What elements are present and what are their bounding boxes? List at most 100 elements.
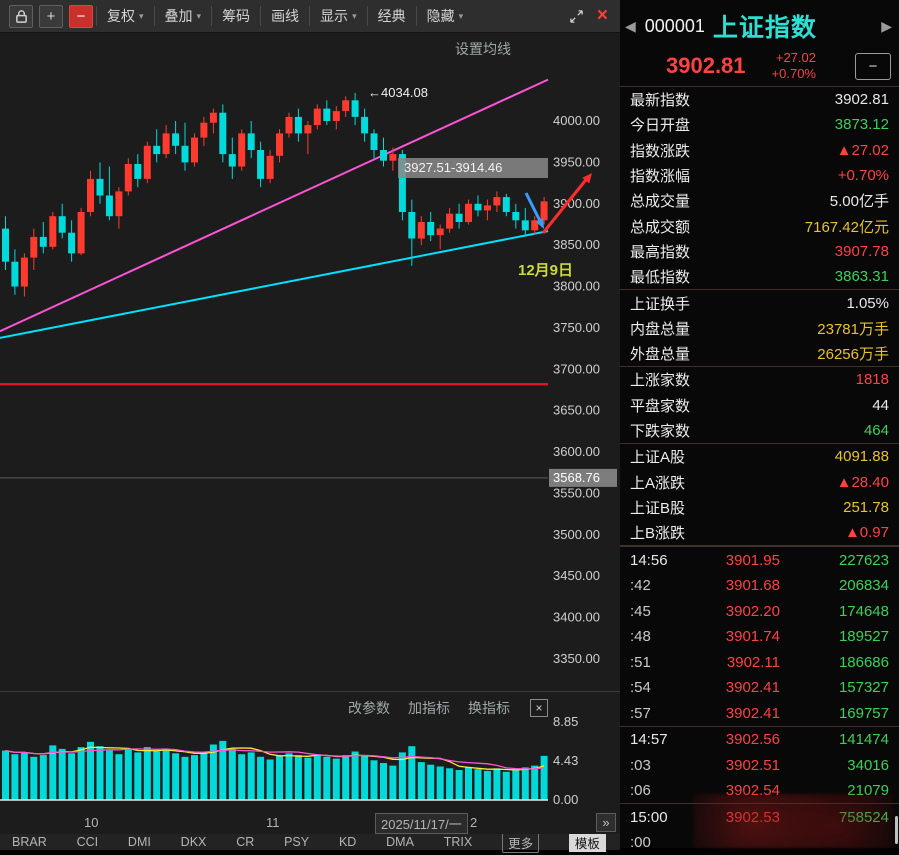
- trendline-magenta[interactable]: [0, 78, 549, 333]
- y-axis-label: 4000.00: [553, 113, 600, 128]
- quote-value: 464: [863, 422, 889, 439]
- adjust-rights-button[interactable]: 复权 ▾: [96, 6, 154, 26]
- add-indicator-button[interactable]: 加指标: [408, 700, 450, 716]
- stock-name: 上证指数: [712, 14, 817, 42]
- next-stock-arrow-icon[interactable]: ▶: [881, 17, 892, 34]
- tick-time: 14:56: [630, 551, 668, 569]
- ma-settings-button[interactable]: 设置均线: [455, 41, 511, 57]
- collapse-button[interactable]: −: [855, 52, 891, 80]
- tab-template[interactable]: 模板: [568, 832, 606, 852]
- tab-dkx[interactable]: DKX: [180, 835, 207, 849]
- tick-price: 3901.95: [725, 551, 780, 569]
- tab-cr[interactable]: CR: [236, 835, 255, 849]
- range-annotation: 3927.51-3914.46: [398, 158, 548, 178]
- quote-row: 上证B股 251.78: [620, 495, 899, 520]
- tab-kd[interactable]: KD: [338, 835, 357, 849]
- quote-row: 总成交量 5.00亿手: [620, 188, 899, 213]
- classic-button[interactable]: 经典: [366, 6, 416, 26]
- trendline-cyan[interactable]: [0, 230, 549, 339]
- tab-cci[interactable]: CCI: [76, 835, 99, 849]
- tab-brar[interactable]: BRAR: [12, 835, 47, 849]
- quote-value: 3907.78: [834, 242, 889, 260]
- tick-price: 3901.74: [725, 628, 780, 646]
- tab-psy[interactable]: PSY: [284, 835, 310, 849]
- tick-time: :57: [630, 704, 651, 722]
- tick-time: :45: [630, 602, 651, 620]
- chips-button[interactable]: 筹码: [211, 6, 260, 26]
- overlay-button[interactable]: 叠加 ▾: [153, 6, 212, 26]
- lock-button[interactable]: [9, 4, 33, 28]
- quote-label: 上证A股: [630, 449, 686, 467]
- quote-label: 上涨家数: [630, 372, 691, 390]
- quote-row: 内盘总量 23781万手: [620, 316, 899, 341]
- switch-indicator-button[interactable]: 换指标: [468, 700, 510, 716]
- red-arrow: [541, 173, 592, 234]
- quote-value: 3863.31: [834, 268, 889, 286]
- quote-panel: ◀ 000001 上证指数 ▶ 3902.81 +27.02 +0.70% − …: [620, 0, 899, 852]
- pager-next-button[interactable]: »: [596, 813, 616, 832]
- quote-value: ▲27.02: [836, 141, 889, 159]
- quote-row: 下跌家数 464: [620, 418, 899, 445]
- tab-dma[interactable]: DMA: [386, 835, 414, 849]
- close-subchart-button[interactable]: ×: [530, 699, 548, 717]
- tick-price: 3901.68: [725, 577, 780, 595]
- y-axis-label: 3500.00: [553, 527, 600, 542]
- quote-label: 外盘总量: [630, 346, 691, 364]
- x-axis: 10 11 2025/11/17/一 2 »: [0, 812, 620, 834]
- quote-label: 最高指数: [630, 243, 691, 261]
- quote-value: +0.70%: [837, 167, 889, 185]
- tab-dmi[interactable]: DMI: [127, 835, 151, 849]
- y-axis-label: 3650.00: [553, 403, 600, 418]
- quote-header: ◀ 000001 上证指数 ▶ 3902.81 +27.02 +0.70% −: [620, 0, 899, 87]
- y-axis-label: 3800.00: [553, 279, 600, 294]
- tab-more[interactable]: 更多: [502, 831, 540, 853]
- volume-axis-label: 8.85: [553, 714, 578, 729]
- quote-label: 最新指数: [630, 92, 691, 110]
- chevron-down-icon: ▾: [352, 11, 357, 21]
- quote-value: 44: [872, 396, 889, 414]
- volume-bars: [2, 740, 548, 800]
- zoom-out-button[interactable]: −: [69, 4, 93, 28]
- tick-row: :48 3901.74 189527: [620, 624, 899, 650]
- close-button[interactable]: ×: [596, 5, 608, 26]
- hide-button[interactable]: 隐藏 ▾: [415, 6, 474, 26]
- quote-label: 最低指数: [630, 269, 691, 287]
- y-axis-label: 3550.00: [553, 486, 600, 501]
- tick-time: :54: [630, 679, 651, 697]
- tick-price: 3902.41: [725, 679, 780, 697]
- quote-value: ▲28.40: [836, 473, 889, 491]
- tick-time: :51: [630, 653, 651, 671]
- y-axis-label: 3850.00: [553, 237, 600, 252]
- peak-annotation: ←4034.08: [368, 85, 428, 100]
- tick-volume: 227623: [838, 551, 889, 569]
- tick-row: 14:56 3901.95 227623: [620, 546, 899, 573]
- quote-value: 1818: [855, 371, 889, 389]
- blue-arrow: [524, 192, 544, 229]
- scrollbar-thumb[interactable]: [895, 816, 898, 844]
- quote-label: 指数涨跌: [630, 142, 691, 160]
- volume-subchart: 8.85 4.43 0.00 改参数 加指标 换指标 ×: [0, 691, 620, 812]
- marked-price-label: 3568.76: [549, 468, 617, 487]
- lock-icon: [15, 9, 27, 23]
- tick-time: :42: [630, 577, 651, 595]
- draw-line-button[interactable]: 画线: [260, 6, 309, 26]
- quote-row: 最新指数 3902.81: [620, 87, 899, 112]
- adjust-params-button[interactable]: 改参数: [348, 700, 390, 716]
- tick-row: :51 3902.11 186686: [620, 649, 899, 675]
- quote-rows: 最新指数 3902.81 今日开盘 3873.12 指数涨跌 ▲27.02 指数涨幅 +0.7…: [620, 87, 899, 547]
- tick-volume: 189527: [838, 628, 889, 646]
- main-chart[interactable]: 设置均线 4000.00 3950.00 3900.00 3850.00 3800.00…: [0, 33, 620, 691]
- tick-time: :00: [630, 834, 651, 852]
- tick-volume: 157327: [838, 679, 889, 697]
- zoom-in-button[interactable]: +: [39, 4, 63, 28]
- tick-row: :57 3902.41 169757: [620, 700, 899, 726]
- quote-row: 今日开盘 3873.12: [620, 112, 899, 137]
- tick-volume: 758524: [838, 808, 889, 826]
- candles: [2, 92, 548, 297]
- chart-panel: + − 复权 ▾ 叠加 ▾ 筹码 画线 显示 ▾ 经典 隐藏 ▾ × 设置均线 4000.00 3950.0…: [0, 0, 620, 853]
- display-button[interactable]: 显示 ▾: [309, 6, 367, 26]
- tick-row: 15:00 3902.53 758524: [620, 803, 899, 830]
- fullscreen-button[interactable]: [566, 6, 588, 27]
- prev-stock-arrow-icon[interactable]: ◀: [625, 17, 636, 34]
- tab-trix[interactable]: TRIX: [443, 835, 473, 849]
